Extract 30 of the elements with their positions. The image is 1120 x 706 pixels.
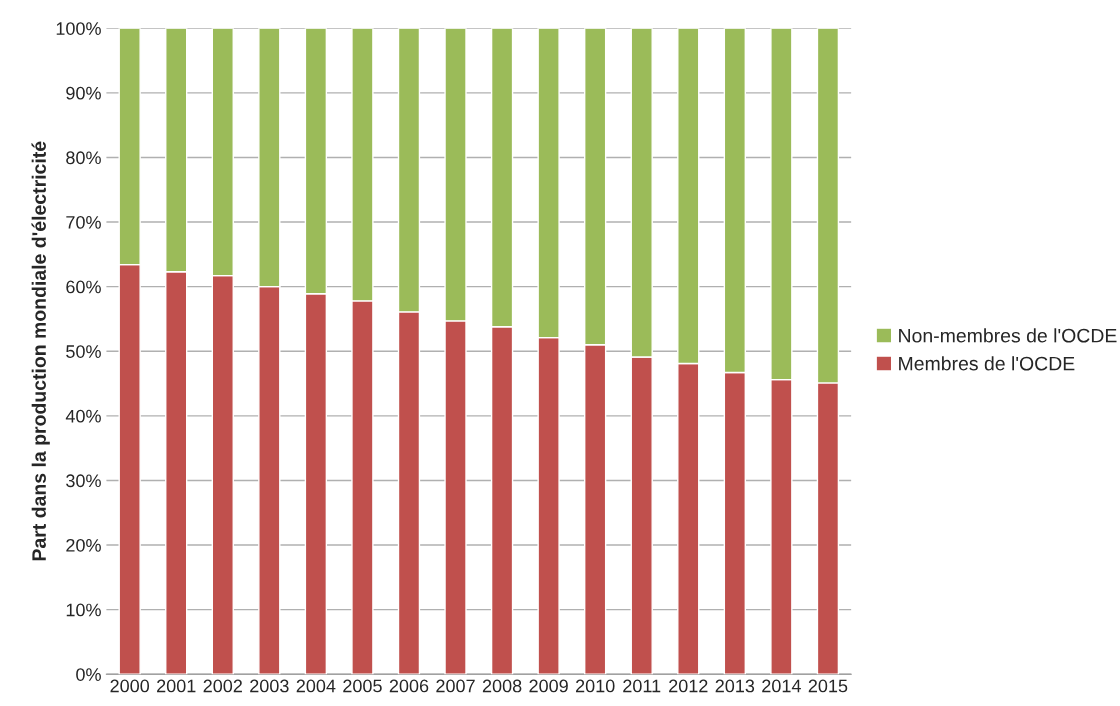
y-tick-label: 10% bbox=[66, 603, 101, 617]
legend-label: Non-membres de l'OCDE bbox=[899, 328, 1117, 343]
y-tick-label: 70% bbox=[66, 215, 101, 229]
legend-label: Membres de l'OCDE bbox=[899, 356, 1075, 371]
x-tick-label: 2001 bbox=[157, 679, 196, 693]
x-tick-label: 2015 bbox=[808, 679, 848, 693]
y-tick-label: 30% bbox=[66, 474, 101, 488]
y-tick-label: 80% bbox=[66, 151, 101, 165]
y-tick-label: 90% bbox=[66, 86, 101, 100]
x-tick-label: 2013 bbox=[715, 679, 755, 693]
x-tick-label: 2004 bbox=[296, 679, 336, 693]
x-tick-label: 2005 bbox=[343, 679, 382, 693]
x-tick-label: 2008 bbox=[482, 679, 522, 693]
x-tick-label: 2000 bbox=[110, 679, 150, 693]
x-tick-label: 2014 bbox=[762, 679, 801, 693]
x-tick-label: 2003 bbox=[250, 679, 289, 693]
y-tick-label: 20% bbox=[66, 538, 101, 552]
y-tick-label: 0% bbox=[76, 668, 101, 681]
y-tick-label: 40% bbox=[65, 409, 101, 423]
x-tick-label: 2012 bbox=[669, 679, 708, 693]
x-tick-label: 2011 bbox=[623, 679, 661, 693]
y-tick-label: 100% bbox=[56, 22, 101, 35]
x-tick-label: 2009 bbox=[529, 679, 568, 693]
y-tick-label: 60% bbox=[66, 280, 101, 294]
y-tick-label: 50% bbox=[66, 345, 101, 358]
x-tick-label: 2010 bbox=[576, 679, 615, 693]
x-tick-label: 2006 bbox=[389, 679, 429, 693]
x-tick-label: 2002 bbox=[203, 679, 242, 693]
y-axis-title: Part dans la production mondiale d'électricité bbox=[31, 141, 50, 561]
x-tick-label: 2007 bbox=[436, 679, 475, 693]
